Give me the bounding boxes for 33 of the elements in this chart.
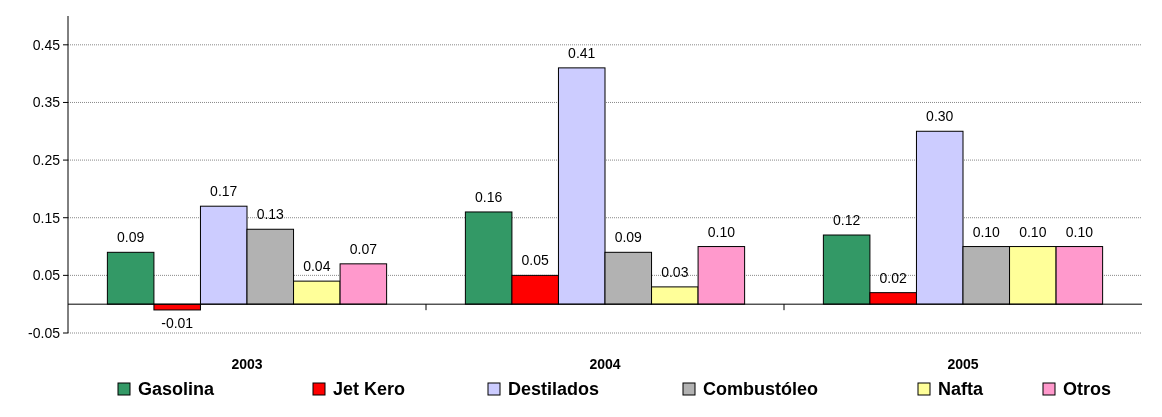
data-label: 0.10 <box>707 223 736 240</box>
data-label: 0.10 <box>1065 223 1094 240</box>
data-label: 0.41 <box>568 44 596 61</box>
legend-label: Nafta <box>938 379 984 399</box>
data-label: 0.09 <box>614 229 643 246</box>
y-tick-label: 0.25 <box>32 152 61 169</box>
legend-label: Gasolina <box>138 379 216 399</box>
data-label: 0.02 <box>879 269 908 286</box>
legend-label: Jet Kero <box>333 379 406 399</box>
y-tick-label: 0.45 <box>32 36 61 53</box>
y-tick-label: 0.05 <box>32 267 61 284</box>
x-tick-label: 2003 <box>231 356 263 372</box>
y-tick-label: 0.15 <box>32 209 61 226</box>
x-tick-label: 2004 <box>589 356 621 372</box>
data-label: 0.12 <box>833 212 861 229</box>
y-tick-label: 0.35 <box>32 94 61 111</box>
data-label: 0.13 <box>256 206 285 223</box>
data-label: 0.03 <box>661 263 689 280</box>
data-label: 0.07 <box>349 240 378 257</box>
data-label: 0.30 <box>926 108 954 125</box>
data-label: 0.17 <box>210 183 238 200</box>
data-label: 0.16 <box>475 188 503 205</box>
data-label: 0.10 <box>1019 223 1047 240</box>
legend-label: Combustóleo <box>703 379 818 399</box>
y-tick-label: -0.05 <box>28 325 61 341</box>
x-tick-label: 2005 <box>947 356 979 372</box>
legend-label: Otros <box>1063 379 1112 399</box>
data-label: 0.05 <box>521 252 550 269</box>
data-label: 0.10 <box>972 223 1001 240</box>
legend-label: Destilados <box>508 379 600 399</box>
data-label: 0.04 <box>303 258 331 275</box>
data-label: 0.09 <box>117 229 145 246</box>
data-label: -0.01 <box>161 314 194 331</box>
